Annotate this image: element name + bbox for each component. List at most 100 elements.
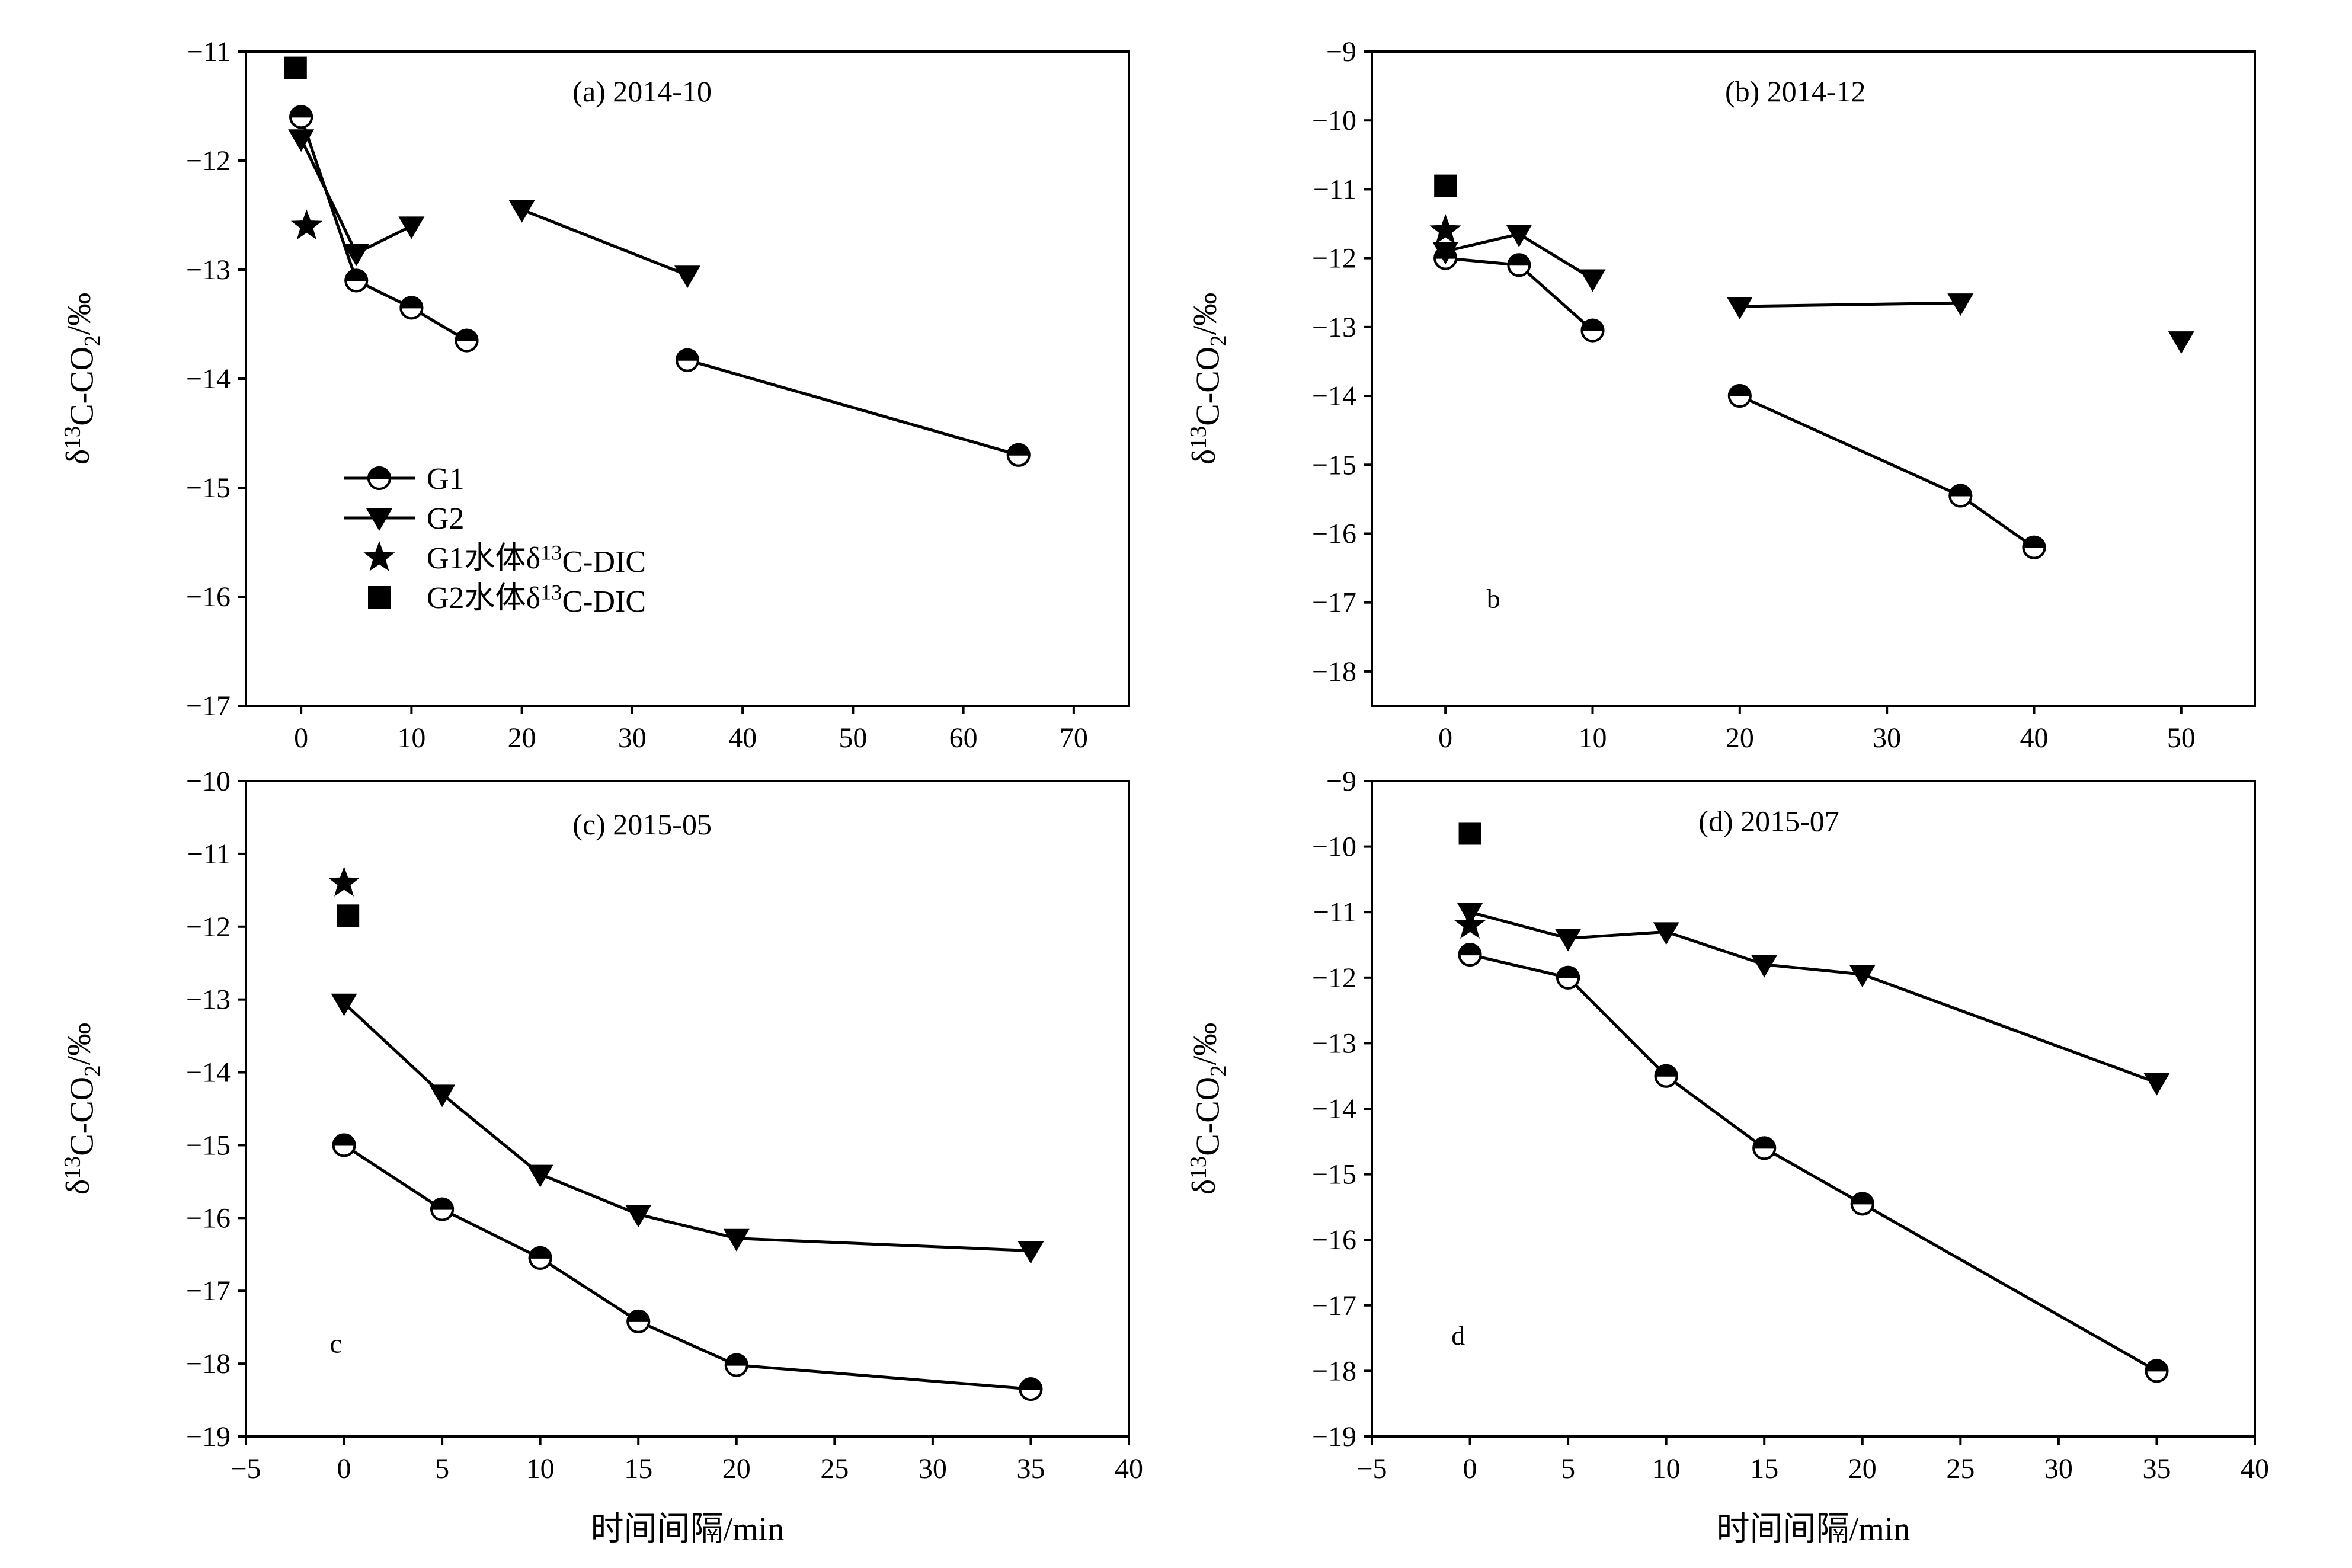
data-point [1432, 242, 1459, 265]
legend-marker [367, 466, 391, 490]
x-tick-label: 10 [1579, 722, 1607, 754]
y-tick-label: −19 [1312, 1421, 1356, 1452]
y-axis-label: δ13C-CO2/‰ [1185, 293, 1231, 465]
data-point [1429, 214, 1461, 244]
data-point [1458, 822, 1481, 845]
y-tick-label: −12 [1312, 243, 1356, 274]
y-tick-label: −18 [1312, 1355, 1356, 1387]
data-point [429, 1084, 456, 1108]
y-tick-label: −11 [1313, 174, 1356, 205]
y-tick-label: −10 [1312, 105, 1356, 136]
x-tick-label: 35 [2142, 1453, 2171, 1484]
data-point [1752, 1136, 1777, 1160]
data-point [2145, 1359, 2169, 1383]
legend-label: G1水体δ13C-DIC [427, 540, 646, 579]
data-point [1948, 484, 1973, 508]
data-point [508, 200, 535, 223]
data-point [1434, 174, 1457, 197]
data-point [1654, 1064, 1678, 1088]
x-tick-label: 10 [397, 722, 425, 754]
series-line-G2 [343, 1001, 1031, 1253]
y-tick-label: −16 [186, 581, 231, 613]
x-tick-label: 5 [1561, 1453, 1575, 1484]
x-tick-label: 20 [1848, 1453, 1877, 1484]
x-tick-label: 40 [1115, 1453, 1143, 1484]
data-point [328, 866, 360, 897]
data-point [1454, 908, 1486, 939]
x-tick-label: 30 [1873, 722, 1901, 754]
x-tick-label: 50 [2167, 722, 2196, 754]
legend-label: G1 [427, 462, 465, 496]
y-tick-label: −13 [1312, 1028, 1356, 1059]
x-tick-label: 10 [526, 1453, 555, 1484]
legend-marker [363, 541, 395, 571]
data-point [455, 328, 479, 353]
data-point [1019, 1377, 1043, 1401]
x-axis-label: 时间间隔/min [591, 1511, 785, 1548]
data-point [2022, 535, 2046, 559]
y-tick-label: −18 [1312, 656, 1356, 687]
y-tick-label: −9 [1326, 766, 1356, 797]
x-tick-label: 5 [435, 1453, 449, 1484]
data-point [1458, 943, 1482, 967]
series-line-G1 [343, 1144, 1031, 1391]
y-tick-label: −14 [1312, 1093, 1356, 1125]
data-point [284, 56, 307, 79]
y-tick-label: −14 [1312, 380, 1356, 412]
y-tick-label: −12 [186, 145, 231, 177]
data-point [1751, 955, 1778, 978]
plot-frame [1371, 50, 2256, 707]
data-point [337, 904, 360, 927]
y-tick-label: −13 [186, 254, 231, 286]
x-tick-label: 30 [919, 1453, 947, 1484]
legend-label: G2水体δ13C-DIC [427, 580, 646, 619]
legend-entry: G2 [344, 502, 465, 536]
x-tick-label: 50 [839, 722, 867, 754]
y-tick-label: −10 [186, 766, 231, 797]
y-tick-label: −14 [186, 363, 231, 395]
series-line-G1 [1470, 953, 2158, 1372]
y-tick-label: −14 [186, 1057, 231, 1089]
legend-entry: G2水体δ13C-DIC [368, 580, 646, 619]
x-tick-label: 0 [337, 1453, 351, 1484]
x-tick-label: 20 [722, 1453, 751, 1484]
data-point [626, 1309, 651, 1333]
y-tick-label: −13 [186, 984, 231, 1016]
data-point [290, 209, 323, 240]
data-point [1580, 318, 1605, 343]
y-tick-label: −19 [186, 1421, 231, 1452]
legend-marker [368, 586, 391, 609]
x-tick-label: 70 [1060, 722, 1088, 754]
data-point [343, 244, 370, 267]
series-line-G2 [521, 208, 688, 277]
series-line-G2 [1739, 301, 1961, 308]
y-axis-label: δ13C-CO2/‰ [59, 293, 105, 465]
y-tick-label: −15 [1312, 1159, 1356, 1191]
series-line-G1 [299, 116, 468, 342]
chart-panel-c: −5 0 5 10 15 20 25 30 35 40 −10 −11 −12 −13 −14 −15 −16 −… [59, 766, 1143, 1548]
legend-label: G2 [427, 502, 465, 536]
data-point [1849, 965, 1876, 988]
legend-entry: G1水体δ13C-DIC [363, 540, 646, 579]
x-tick-label: 20 [1726, 722, 1754, 754]
series-line-G2 [1469, 910, 2158, 1084]
y-tick-label: −18 [186, 1348, 231, 1380]
data-point [1726, 296, 1753, 319]
x-tick-label: 40 [2020, 722, 2049, 754]
x-tick-label: 15 [1750, 1453, 1778, 1484]
data-point [1727, 384, 1752, 408]
data-point [289, 105, 313, 129]
y-tick-label: −15 [186, 1129, 231, 1161]
data-point [625, 1205, 652, 1228]
panel-letter: d [1451, 1320, 1465, 1351]
x-tick-label: 25 [820, 1453, 849, 1484]
y-tick-label: −9 [1326, 36, 1356, 68]
data-point [1947, 293, 1974, 316]
data-point [1653, 922, 1679, 945]
x-tick-label: 40 [728, 722, 757, 754]
y-axis-label: δ13C-CO2/‰ [59, 1023, 105, 1195]
x-tick-label: 35 [1016, 1453, 1045, 1484]
data-point [331, 993, 357, 1016]
